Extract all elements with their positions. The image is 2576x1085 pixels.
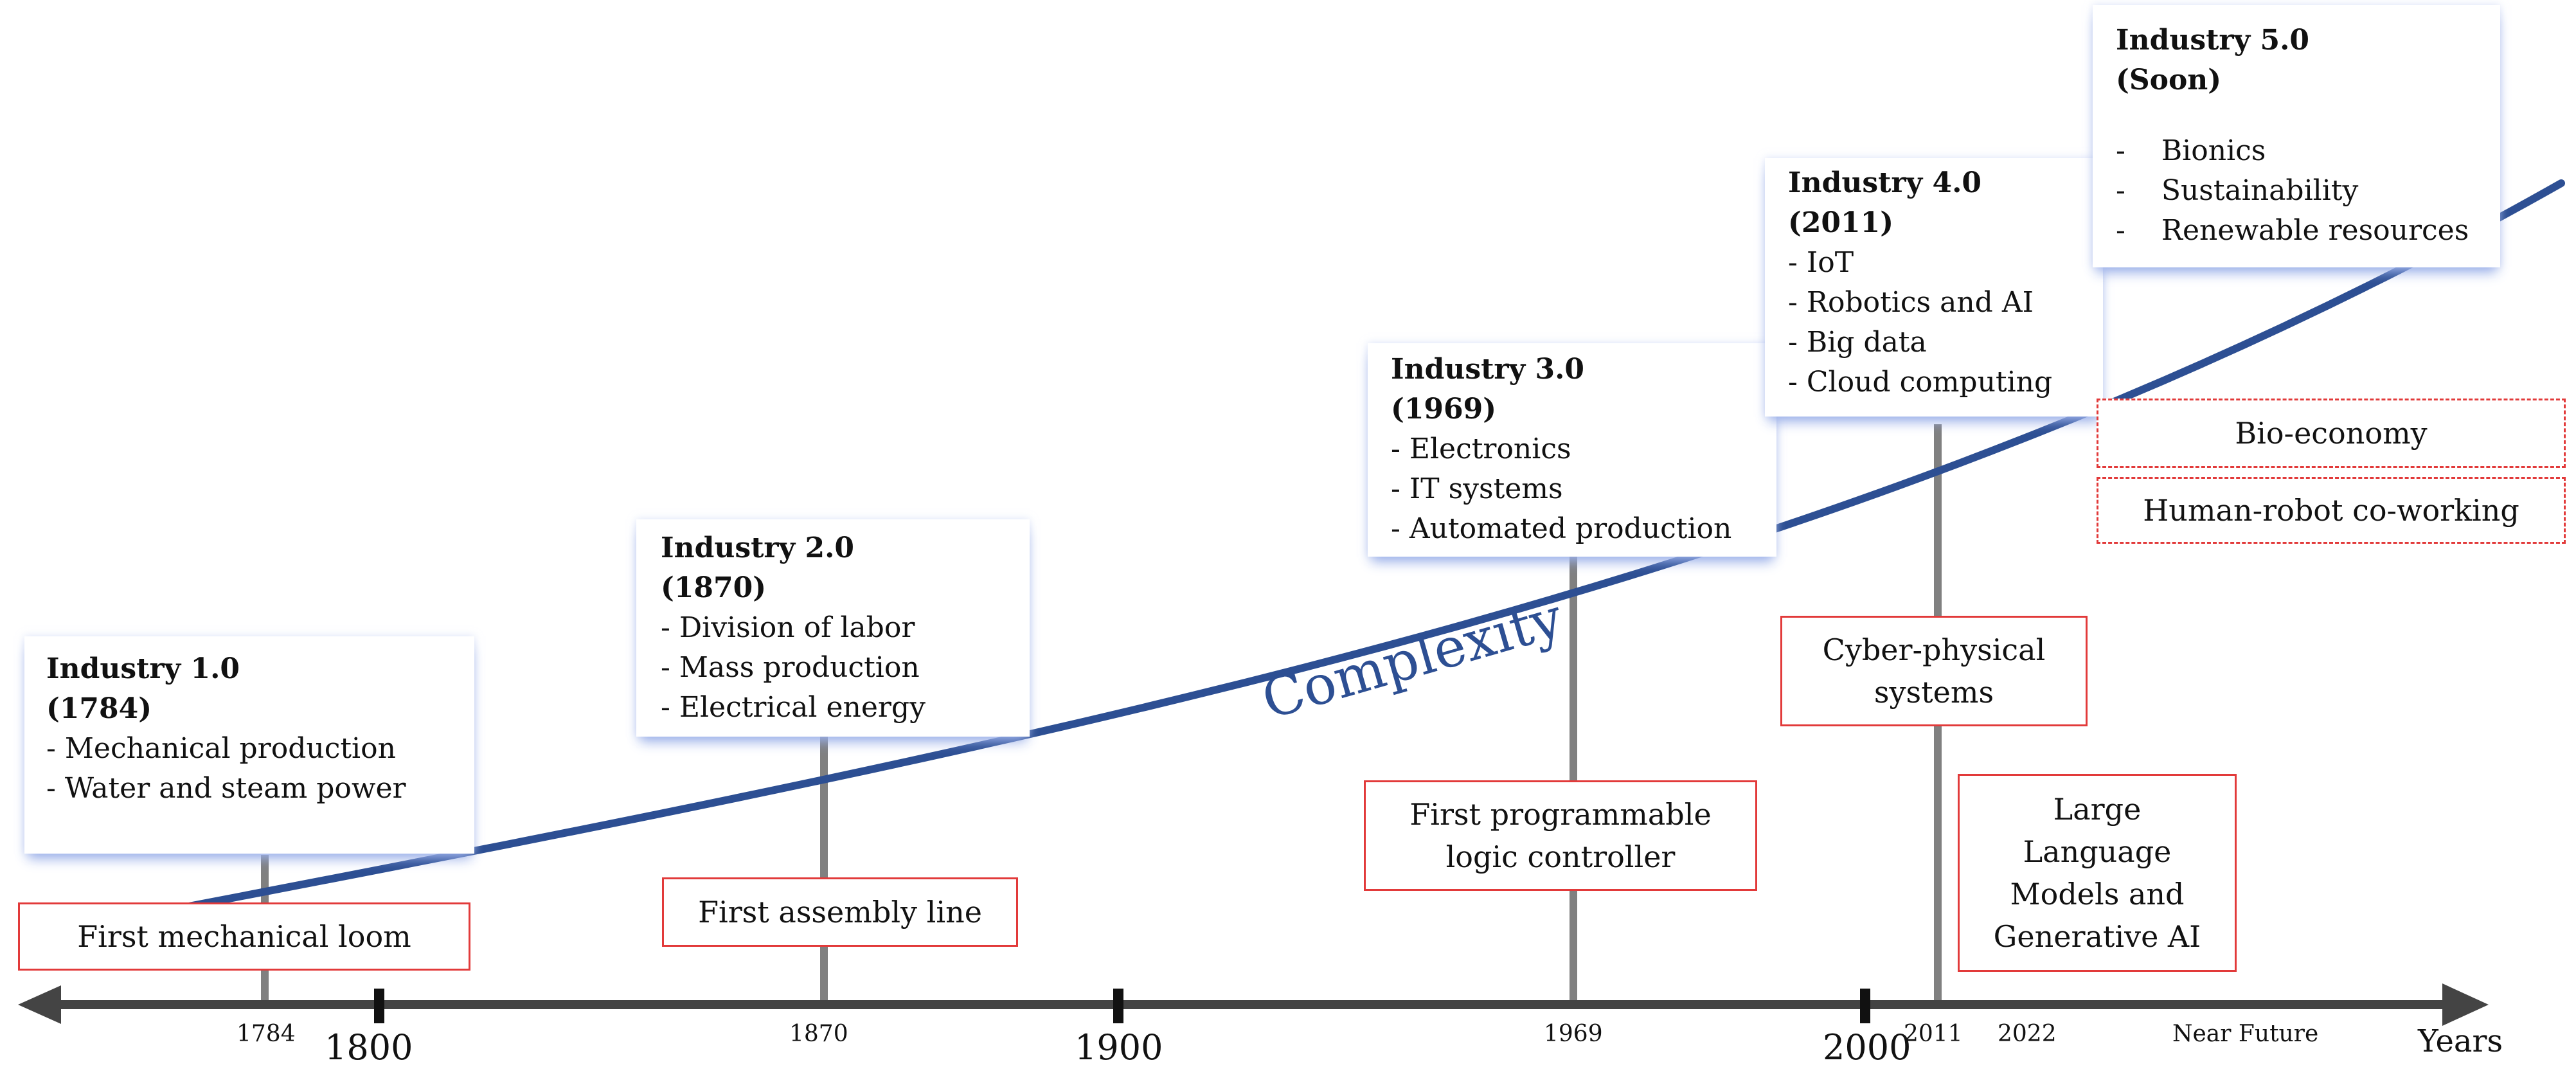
event-first-assembly-line: First assembly line (662, 877, 1018, 947)
event-cyber-physical-systems: Cyber-physical systems (1780, 616, 2088, 726)
industry-3-item: - IT systems (1391, 472, 1563, 505)
year-label-1784: 1784 (237, 1021, 296, 1047)
event-label: First programmable logic controller (1409, 797, 1712, 874)
industry-1-item: - Water and steam power (46, 772, 406, 805)
event-llm-generative-ai: Large Language Models and Generative AI (1958, 774, 2237, 972)
industry-4-item: - Robotics and AI (1788, 286, 2034, 319)
year-label-1969: 1969 (1544, 1021, 1603, 1047)
industry-2-card: Industry 2.0 (1870) - Division of labor … (636, 519, 1030, 737)
industry-1-title: Industry 1.0 (46, 652, 240, 685)
industry-1-card: Industry 1.0 (1784) - Mechanical product… (24, 636, 474, 854)
industry-5-item: - Bionics (2116, 134, 2266, 167)
axis-title-years: Years (2418, 1023, 2503, 1059)
industry-3-year: (1969) (1391, 393, 1497, 426)
complexity-curve (168, 179, 2565, 913)
event-first-mechanical-loom: First mechanical loom (18, 902, 470, 971)
year-label-near-future: Near Future (2172, 1021, 2319, 1047)
industry-3-title: Industry 3.0 (1391, 353, 1585, 386)
year-label-2022: 2022 (1998, 1021, 2057, 1047)
event-label: First assembly line (698, 895, 982, 929)
industry-2-item: - Division of labor (661, 611, 915, 644)
industry-4-item: - Cloud computing (1788, 366, 2053, 399)
axis-left-arrow (18, 985, 61, 1024)
industry-3-item: - Automated production (1391, 512, 1732, 545)
century-label-1800: 1800 (325, 1027, 413, 1068)
industry-2-year: (1870) (661, 571, 767, 604)
industry-4-item: - Big data (1788, 326, 1927, 359)
event-bio-economy: Bio-economy (2097, 399, 2566, 468)
industry-3-item: - Electronics (1391, 433, 1571, 465)
industry-5-item: - Renewable resources (2116, 214, 2469, 247)
industry-1-item: - Mechanical production (46, 732, 396, 765)
century-label-2000: 2000 (1823, 1027, 1911, 1068)
industry-4-card: Industry 4.0 (2011) - IoT - Robotics and… (1765, 158, 2103, 417)
event-label: Human-robot co-working (2143, 493, 2519, 528)
event-label: Bio-economy (2235, 416, 2428, 451)
industry-5-item: - Sustainability (2116, 174, 2359, 207)
industry-2-title: Industry 2.0 (661, 532, 855, 564)
industry-4-title: Industry 4.0 (1788, 166, 1982, 199)
industry-4-item: - IoT (1788, 246, 1854, 279)
industry-2-item: - Electrical energy (661, 691, 926, 724)
event-label: Large Language Models and Generative AI (1993, 792, 2201, 954)
industry-5-card: Industry 5.0 (Soon) - Bionics - Sustaina… (2093, 5, 2500, 267)
industry-3-card: Industry 3.0 (1969) - Electronics - IT s… (1368, 343, 1776, 557)
year-label-1870: 1870 (789, 1021, 848, 1047)
industry-2-item: - Mass production (661, 651, 920, 684)
industry-1-year: (1784) (46, 692, 152, 725)
event-label: Cyber-physical systems (1822, 632, 2046, 710)
industry-5-year: (Soon) (2116, 64, 2222, 96)
event-human-robot-co-working: Human-robot co-working (2097, 477, 2566, 544)
industry-4-year: (2011) (1788, 206, 1894, 239)
industry-5-title: Industry 5.0 (2116, 24, 2310, 57)
century-label-1900: 1900 (1075, 1027, 1163, 1068)
event-first-plc: First programmable logic controller (1364, 780, 1757, 891)
event-label: First mechanical loom (77, 919, 411, 954)
year-label-2011: 2011 (1904, 1021, 1963, 1047)
axis-right-arrow (2442, 983, 2489, 1026)
